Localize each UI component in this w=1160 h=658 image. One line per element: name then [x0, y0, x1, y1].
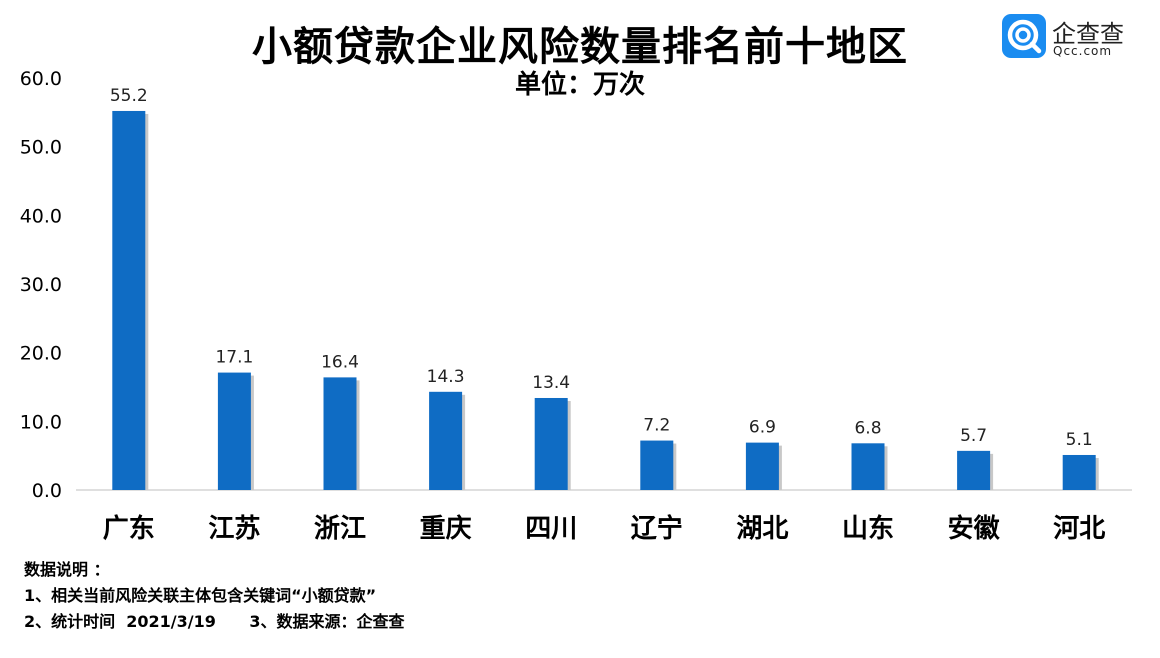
x-category-label: 河北	[1053, 514, 1105, 544]
bar	[534, 397, 568, 490]
x-category-label: 辽宁	[631, 513, 683, 544]
bar	[217, 372, 251, 490]
bar	[640, 440, 674, 490]
x-category-label: 广东	[103, 513, 155, 544]
x-category-label: 重庆	[420, 513, 472, 544]
data-notes: 数据说明 ： 1、相关当前风险关联主体包含关键词“小额贷款” 2、统计时间 20…	[24, 557, 404, 635]
qcc-logo-icon	[1002, 14, 1046, 58]
x-category-label: 江苏	[208, 514, 260, 544]
logo-domain: Qcc.com	[1053, 44, 1113, 58]
bar	[1062, 454, 1096, 490]
bar-value-label: 6.9	[749, 418, 776, 438]
notes-line-2: 2、统计时间 2021/3/19 3、数据来源：企查查	[24, 612, 405, 631]
y-tick-label: 0.0	[32, 480, 62, 502]
x-category-label: 山东	[842, 513, 894, 544]
x-category-label: 浙江	[314, 514, 366, 544]
bar-value-label: 14.3	[427, 367, 465, 387]
y-tick-label: 20.0	[20, 343, 62, 365]
bar-value-label: 55.2	[110, 86, 148, 106]
x-category-label: 四川	[525, 514, 577, 544]
x-category-label: 安徽	[948, 514, 1001, 544]
bar-value-label: 6.8	[854, 418, 881, 438]
notes-heading: 数据说明 ：	[24, 560, 110, 579]
bar	[851, 443, 885, 490]
bar	[429, 391, 463, 490]
bar-value-label: 5.7	[960, 426, 987, 446]
bar	[112, 110, 146, 491]
chart-title: 小额贷款企业风险数量排名前十地区	[252, 24, 908, 70]
bar-value-label: 16.4	[321, 352, 359, 372]
y-tick-label: 30.0	[20, 274, 62, 296]
logo-name: 企查查	[1052, 20, 1124, 48]
brand-logo: 企查查 Qcc.com	[1002, 14, 1142, 62]
bar	[745, 442, 779, 490]
bar-value-label: 13.4	[532, 373, 570, 393]
y-tick-label: 50.0	[20, 137, 62, 159]
bar-value-label: 5.1	[1066, 430, 1093, 450]
chart-subtitle: 单位：万次	[514, 70, 645, 100]
bar-value-label: 17.1	[215, 348, 253, 368]
notes-line-1: 1、相关当前风险关联主体包含关键词“小额贷款”	[24, 586, 377, 605]
y-tick-label: 60.0	[20, 68, 62, 90]
y-tick-label: 10.0	[20, 411, 62, 433]
y-tick-label: 40.0	[20, 205, 62, 227]
bar	[957, 450, 991, 490]
x-category-label: 湖北	[736, 514, 788, 544]
bar	[323, 377, 357, 490]
bar-value-label: 7.2	[643, 416, 670, 436]
